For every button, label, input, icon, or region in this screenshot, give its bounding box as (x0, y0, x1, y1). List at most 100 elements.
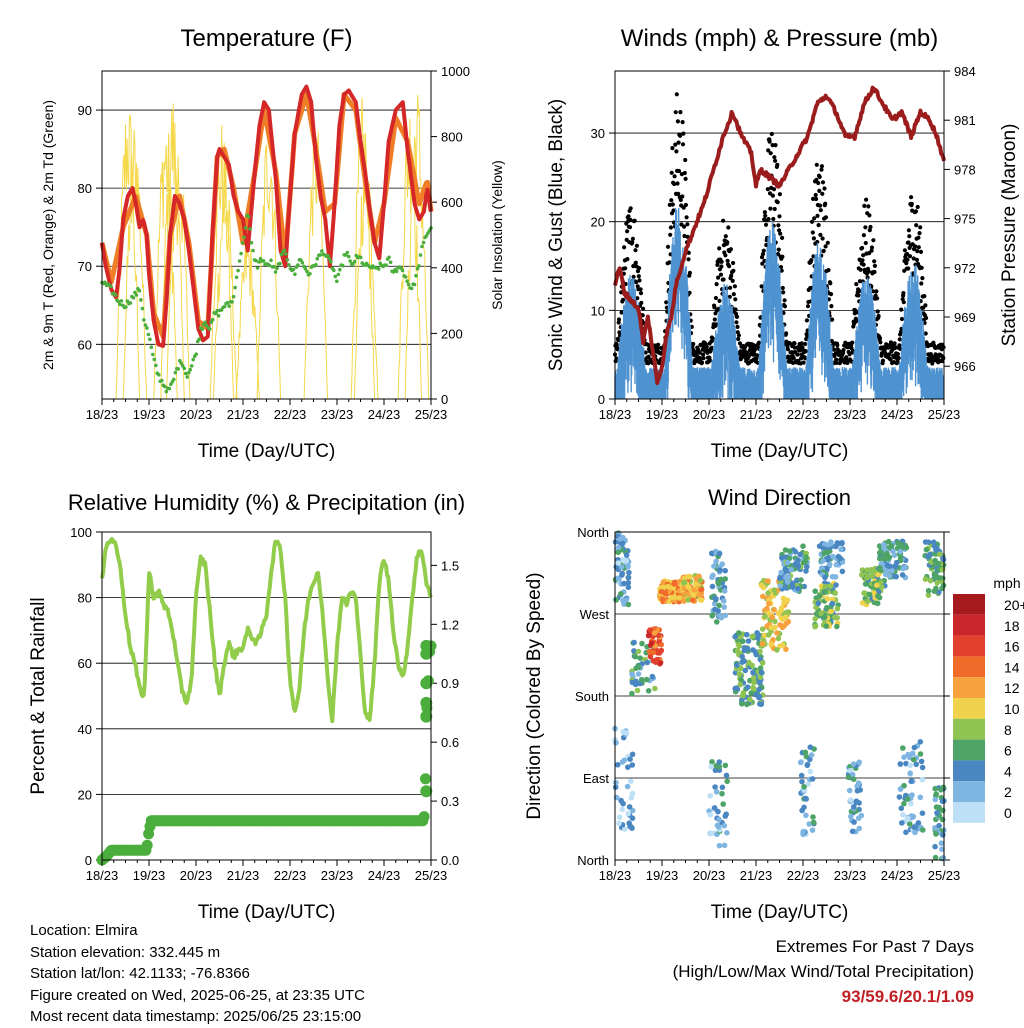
gust-point (637, 278, 642, 283)
direction-point (616, 820, 622, 827)
direction-point (903, 544, 910, 551)
gust-point (684, 215, 689, 220)
direction-point (922, 576, 929, 582)
direction-point (658, 641, 664, 648)
gust-point (814, 196, 819, 202)
direction-point (851, 804, 857, 810)
gust-point (619, 310, 624, 315)
dewpoint-point (300, 261, 305, 265)
gust-point (620, 297, 626, 302)
gust-point (784, 331, 789, 336)
direction-point (712, 784, 718, 790)
gust-point (676, 168, 682, 174)
direction-point (707, 812, 714, 818)
dewpoint-point (203, 320, 207, 325)
dewpoint-point (315, 256, 320, 261)
gust-point (675, 181, 680, 186)
dewpoint-point (242, 235, 246, 240)
gust-point (671, 208, 676, 213)
direction-point (917, 751, 924, 757)
direction-point (896, 794, 903, 800)
dewpoint-point (345, 250, 350, 255)
dewpoint-point (326, 253, 330, 258)
direction-point (750, 669, 756, 676)
direction-point (785, 618, 792, 625)
direction-point (734, 647, 741, 654)
temp-y2-tick-label: 600 (441, 195, 463, 210)
direction-point (721, 842, 728, 849)
direction-point (833, 582, 839, 588)
direction-point (876, 565, 883, 571)
gust-point (630, 240, 635, 245)
dewpoint-point (403, 275, 408, 279)
direction-point (715, 808, 721, 815)
gust-point (865, 275, 870, 280)
dewpoint-point (137, 288, 142, 293)
direction-point (658, 588, 665, 595)
direction-point (775, 610, 782, 617)
dewpoint-point (255, 266, 260, 270)
direction-point (900, 565, 906, 572)
dewpoint-point (267, 263, 272, 268)
gust-point (906, 240, 911, 245)
dewpoint-point (128, 301, 133, 305)
direction-point (932, 843, 938, 850)
dewpoint-point (207, 327, 212, 331)
pressure-line (613, 85, 946, 386)
dewpoint-point (314, 262, 318, 267)
gust-point (643, 350, 648, 355)
gust-point (872, 263, 878, 268)
hum-y-tick-label: 100 (70, 525, 92, 540)
direction-point (739, 701, 745, 707)
temp-y2-tick-label: 400 (441, 261, 463, 276)
direction-point (638, 676, 645, 683)
dewpoint-point (225, 300, 230, 305)
direction-point (652, 685, 658, 692)
direction-point (660, 596, 666, 603)
direction-point (810, 819, 817, 826)
direction-point (829, 600, 836, 607)
precip-point (420, 710, 433, 723)
gust-point (731, 292, 736, 297)
direction-point (714, 619, 720, 625)
gust-point (616, 338, 621, 343)
direction-point (862, 581, 869, 587)
gust-point (733, 307, 738, 312)
direction-point (851, 819, 857, 825)
dewpoint-point (394, 269, 399, 274)
gust-point (682, 170, 687, 176)
direction-point (749, 633, 756, 640)
direction-point (782, 547, 789, 553)
dewpoint-point (131, 296, 136, 300)
direction-point (753, 651, 759, 658)
direction-point (716, 763, 723, 770)
gust-point (906, 228, 912, 233)
gust-point (905, 257, 910, 262)
solar-insolation-line (235, 243, 260, 400)
direction-point (769, 614, 776, 621)
extremes-box: Extremes For Past 7 Days (High/Low/Max W… (673, 934, 974, 1009)
direction-point (757, 674, 764, 681)
direction-point (804, 761, 811, 768)
gust-point (854, 318, 859, 323)
legend-label: 10 (1004, 701, 1020, 717)
gust-point (792, 341, 797, 346)
direction-point (918, 758, 925, 765)
temp-y2-tick-label: 200 (441, 326, 463, 341)
direction-point (812, 616, 818, 622)
direction-point (760, 593, 766, 600)
gust-point (680, 194, 685, 199)
direction-point (765, 632, 772, 638)
direction-point (635, 671, 642, 677)
dewpoint-point (412, 282, 417, 287)
gust-point (930, 361, 935, 366)
created-text: Figure created on Wed, 2025-06-25, at 23… (30, 986, 365, 1004)
direction-point (708, 830, 714, 837)
gust-point (778, 231, 783, 236)
gust-point (868, 224, 873, 230)
gust-point (676, 140, 681, 145)
gust-point (727, 264, 732, 269)
direction-point (912, 829, 918, 836)
direction-point (750, 675, 757, 681)
direction-point (614, 762, 621, 768)
